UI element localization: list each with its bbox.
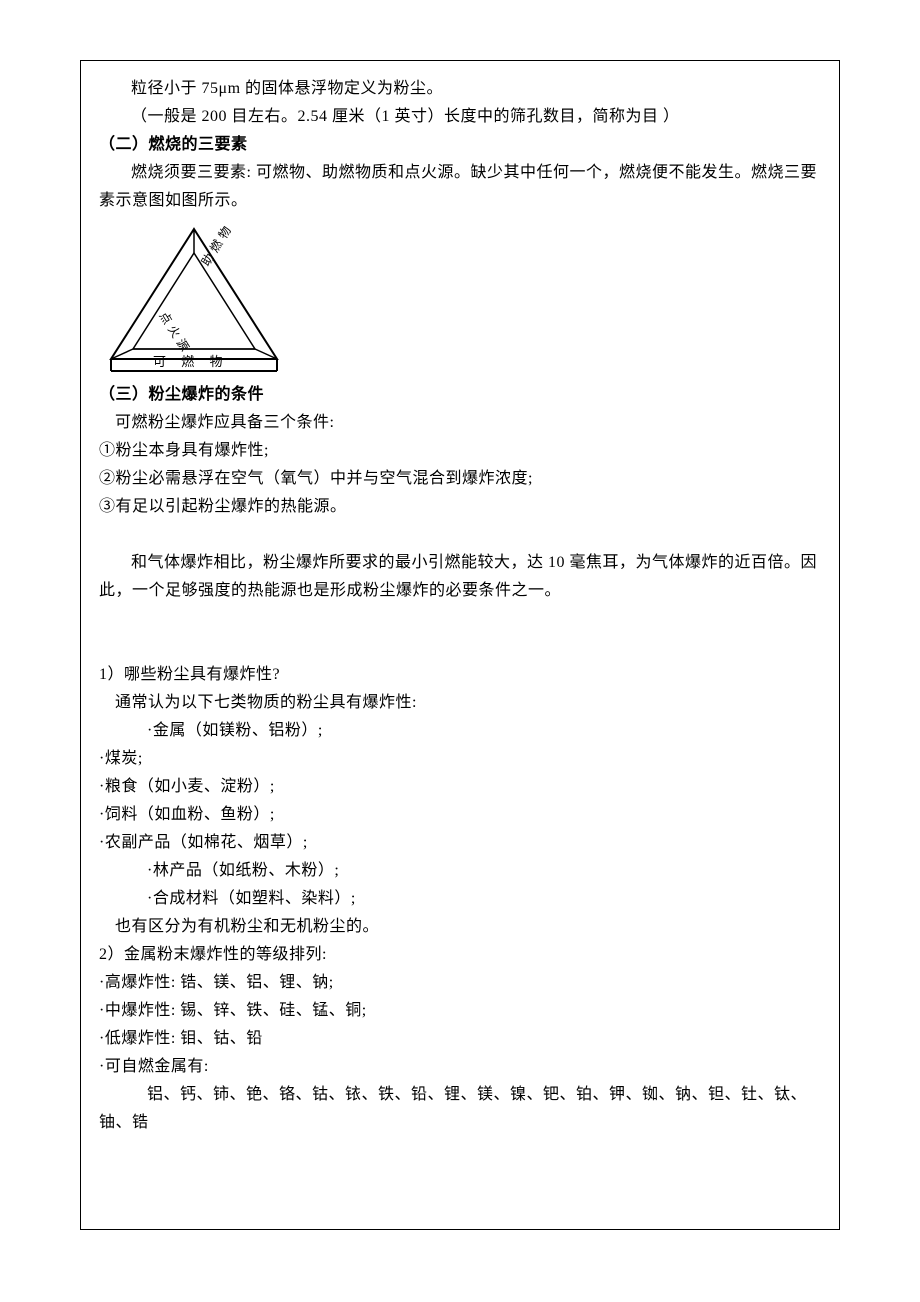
list-item: ②粉尘必需悬浮在空气（氧气）中并与空气混合到爆炸浓度; <box>99 465 821 493</box>
triangle-left-label: 点火源 <box>156 309 193 357</box>
paragraph: 也有区分为有机粉尘和无机粉尘的。 <box>99 913 821 941</box>
list-item: ·饲料（如血粉、鱼粉）; <box>99 801 821 829</box>
list-item: ·低爆炸性: 钼、钴、铅 <box>99 1025 821 1053</box>
paragraph: 铝、钙、铈、铯、铬、钴、铱、铁、铅、锂、镁、镍、钯、铂、钾、铷、钠、钽、钍、钛、… <box>99 1081 821 1137</box>
paragraph: 和气体爆炸相比，粉尘爆炸所要求的最小引燃能较大，达 10 毫焦耳，为气体爆炸的近… <box>99 549 821 605</box>
list-item: ·农副产品（如棉花、烟草）; <box>99 829 821 857</box>
page-frame: 粒径小于 75μm 的固体悬浮物定义为粉尘。 （一般是 200 目左右。2.54… <box>80 60 840 1230</box>
spacer <box>99 605 821 661</box>
paragraph: （一般是 200 目左右。2.54 厘米（1 英寸）长度中的筛孔数目，简称为目 … <box>99 103 821 131</box>
heading-section-2: （二）燃烧的三要素 <box>99 131 821 159</box>
list-item: ①粉尘本身具有爆炸性; <box>99 437 821 465</box>
paragraph: 通常认为以下七类物质的粉尘具有爆炸性: <box>99 689 821 717</box>
paragraph: 粒径小于 75μm 的固体悬浮物定义为粉尘。 <box>99 75 821 103</box>
list-item: ·可自燃金属有: <box>99 1053 821 1081</box>
list-item: ·高爆炸性: 锆、镁、铝、锂、钠; <box>99 969 821 997</box>
list-item: ③有足以引起粉尘爆炸的热能源。 <box>99 493 821 521</box>
question-heading: 2）金属粉末爆炸性的等级排列: <box>99 941 821 969</box>
list-item: ·粮食（如小麦、淀粉）; <box>99 773 821 801</box>
fire-triangle-diagram: 点火源 助燃物 可 燃 物 <box>99 219 289 379</box>
paragraph: 可燃粉尘爆炸应具备三个条件: <box>99 409 821 437</box>
list-item: ·林产品（如纸粉、木粉）; <box>99 857 821 885</box>
heading-section-3: （三）粉尘爆炸的条件 <box>99 381 821 409</box>
list-item: ·合成材料（如塑料、染料）; <box>99 885 821 913</box>
spacer <box>99 521 821 549</box>
list-item: ·煤炭; <box>99 745 821 773</box>
paragraph: 燃烧须要三要素: 可燃物、助燃物质和点火源。缺少其中任何一个，燃烧便不能发生。燃… <box>99 159 821 215</box>
triangle-bottom-label: 可 燃 物 <box>153 354 229 369</box>
list-item: ·中爆炸性: 锡、锌、铁、硅、锰、铜; <box>99 997 821 1025</box>
list-item: ·金属（如镁粉、铝粉）; <box>99 717 821 745</box>
question-heading: 1）哪些粉尘具有爆炸性? <box>99 661 821 689</box>
